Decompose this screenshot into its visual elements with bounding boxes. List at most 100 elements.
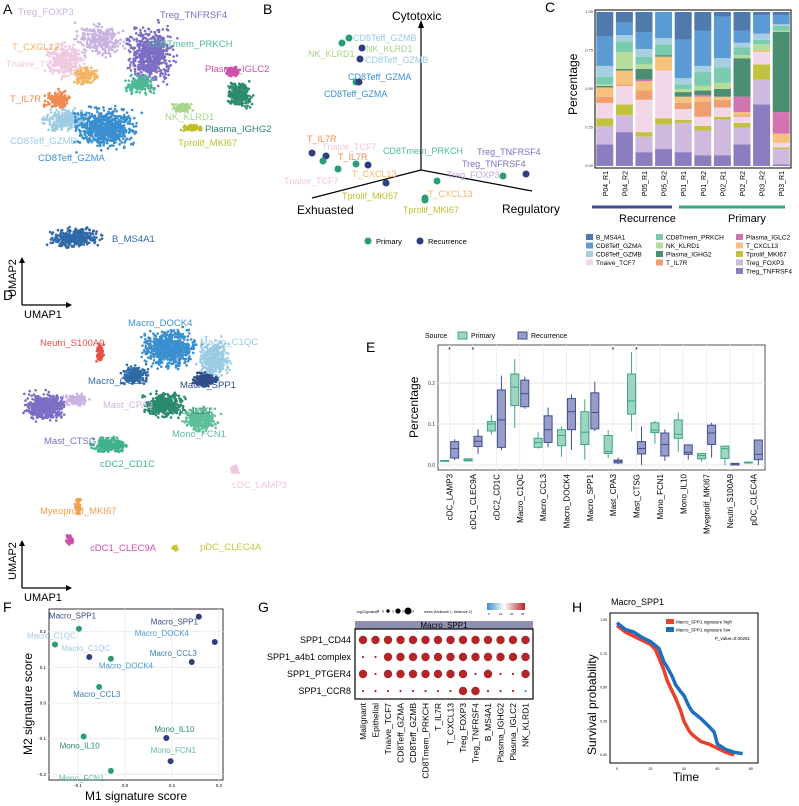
umap-cell-point — [118, 142, 121, 146]
umap-cell-point — [179, 354, 183, 357]
bar-segment-CD8Tmem_PRKCH — [655, 44, 673, 56]
umap-cell-point — [181, 344, 185, 348]
umap-cell-point — [162, 354, 166, 358]
x-tick-label: P04_R2 — [622, 171, 629, 196]
umap-cell-point — [139, 31, 142, 34]
umap-cell-point — [144, 73, 147, 77]
umap-cell-point — [145, 51, 148, 54]
umap-cell-point — [114, 131, 118, 135]
cluster-label: CD8Teff_GZMA — [38, 153, 106, 164]
cluster-label: CD8Tmem_PRKCH — [148, 39, 233, 50]
umap-cell-point — [152, 44, 156, 48]
umap-cell-point — [130, 83, 134, 87]
umap-cell-point — [152, 91, 156, 95]
umap-cell-point — [90, 232, 94, 235]
umap-cell-point — [149, 42, 153, 46]
umap-cell-point — [139, 28, 142, 32]
umap-cell-point — [116, 44, 120, 48]
umap-cell-point — [96, 357, 100, 361]
umap-cell-point — [112, 44, 116, 48]
umap-cell-point — [65, 69, 68, 73]
umap-cell-point — [146, 70, 150, 74]
bar-segment-CD8Teff_GZMB — [674, 78, 692, 85]
umap-cell-point — [176, 36, 179, 40]
point-label: CD8Teff_GZMB — [353, 33, 416, 43]
umap-cell-point — [245, 95, 249, 99]
umap-cell-point — [91, 49, 94, 53]
umap-cell-point — [99, 133, 103, 137]
umap-cell-point — [138, 33, 142, 37]
umap-cell-point — [169, 35, 172, 39]
umap-cell-point — [235, 68, 239, 72]
bar-segment-B_MS4A1 — [635, 12, 653, 33]
cluster-label: CD8Teff_GZMB — [10, 136, 77, 147]
umap-cell-point — [167, 350, 171, 354]
umap-cell-point — [250, 102, 254, 106]
cluster-label: Treg_TNFRSF4 — [160, 10, 227, 21]
umap-cell-point — [174, 343, 177, 347]
umap-cell-point — [117, 31, 120, 34]
umap-cluster-CD8Teff_GZMB — [40, 106, 88, 133]
umap-cell-point — [166, 24, 169, 28]
umap-cell-point — [90, 126, 94, 130]
umap-cell-point — [120, 127, 123, 130]
bar-segment-Plasma_IGHG2 — [655, 55, 673, 57]
umap-cell-point — [55, 94, 59, 97]
panel-d-umap: Macro_DOCK4Macro_C1QCNeutri_S100A9Macro_… — [7, 318, 287, 604]
umap-cell-point — [219, 366, 222, 370]
umap-cell-point — [87, 141, 90, 144]
umap-cell-point — [132, 38, 136, 41]
umap-cell-point — [59, 232, 63, 236]
umap-cell-point — [130, 136, 133, 140]
bar-segment-CD8Teff_GZMA — [733, 30, 751, 43]
umap-cell-point — [155, 63, 158, 66]
umap-cell-point — [235, 102, 239, 106]
legend-swatch — [656, 234, 663, 240]
umap-cell-point — [162, 68, 166, 71]
umap-cell-point — [52, 238, 56, 242]
umap-cell-point — [95, 236, 98, 239]
bar-segment-Tprolif_MKI67 — [655, 118, 673, 125]
bar-segment-B_MS4A1 — [615, 12, 633, 23]
umap-cell-point — [155, 43, 159, 47]
umap-cell-point — [127, 37, 130, 41]
legend-swatch — [736, 251, 743, 257]
bar-segment-Tnaive_TCF7 — [655, 70, 673, 119]
umap-cell-point — [84, 123, 87, 127]
umap-cell-point — [125, 117, 129, 121]
umap-cell-point — [79, 229, 82, 233]
umap-cell-point — [153, 349, 157, 352]
bar-segment-Treg_TNFRSF4 — [615, 132, 633, 166]
umap-cell-point — [162, 36, 166, 40]
umap-cell-point — [145, 54, 148, 58]
umap-cell-point — [227, 89, 231, 93]
umap-cell-point — [173, 352, 177, 356]
umap-cell-point — [166, 52, 169, 56]
umap-cell-point — [96, 28, 100, 32]
umap-cell-point — [150, 365, 153, 368]
umap-cell-point — [151, 352, 155, 356]
umap-cell-point — [58, 58, 61, 62]
umap-cell-point — [93, 30, 97, 33]
umap-cell-point — [86, 38, 90, 41]
bar-segment-Treg_FOXP3 — [635, 136, 653, 153]
umap-cell-point — [136, 42, 140, 46]
bar-segment-B_MS4A1 — [694, 12, 712, 31]
umap-cell-point — [94, 73, 97, 77]
umap-cell-point — [160, 357, 164, 361]
umap-cell-point — [100, 237, 104, 240]
x-tick-label: P01_R1 — [681, 171, 688, 196]
umap-cell-point — [67, 74, 70, 78]
bar-segment-Tnaive_TCF7 — [694, 116, 712, 126]
umap-cell-point — [149, 90, 153, 94]
umap-cell-point — [83, 237, 87, 240]
legend-label: CD8Tmem_PRKCH — [666, 235, 724, 242]
umap-cell-point — [76, 34, 79, 38]
umap-cell-point — [217, 371, 221, 374]
umap-cell-point — [178, 346, 181, 350]
umap-cell-point — [52, 65, 56, 68]
umap-cell-point — [43, 69, 47, 72]
umap-cell-point — [133, 78, 137, 82]
umap-cell-point — [65, 117, 69, 120]
umap-cell-point — [226, 359, 229, 363]
